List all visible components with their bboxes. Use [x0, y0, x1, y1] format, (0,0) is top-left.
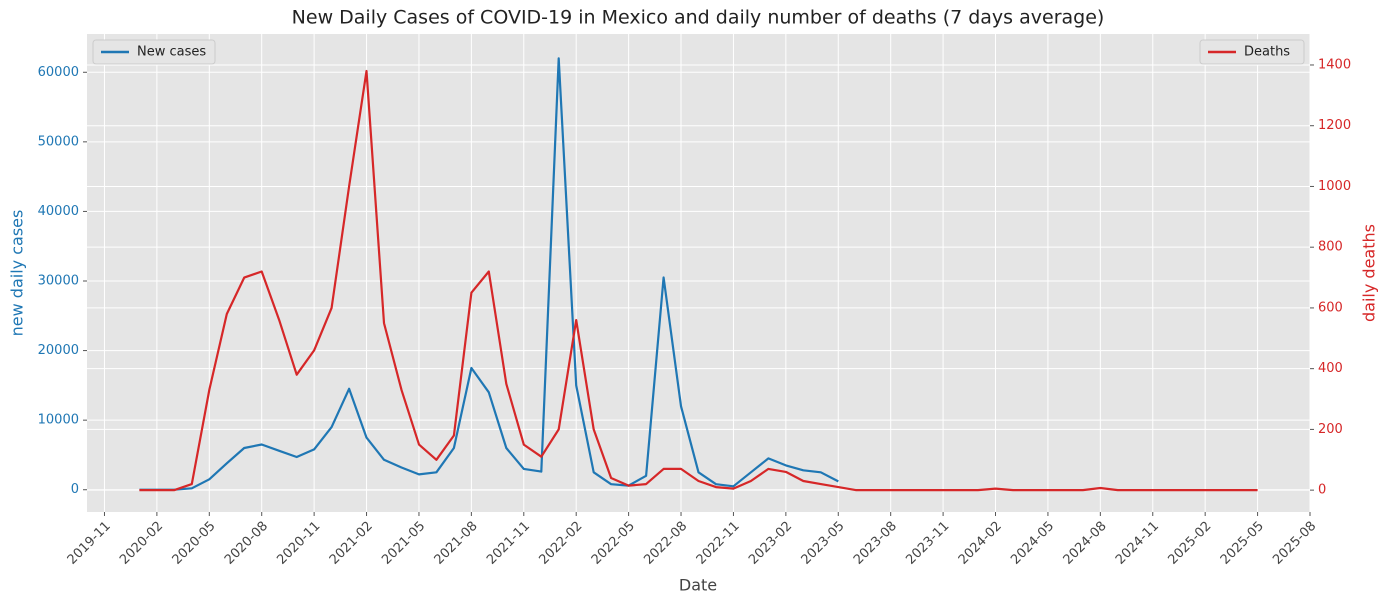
- x-tick-label: 2020-08: [222, 519, 271, 568]
- x-tick-label: 2024-05: [1008, 519, 1057, 568]
- line: [139, 69, 1258, 492]
- x-tick-label: 2021-05: [379, 519, 428, 568]
- x-tick-label: 2023-05: [799, 519, 848, 568]
- x-tick-label: 2022-08: [641, 519, 690, 568]
- plot-area: [87, 34, 1310, 512]
- x-tick-label: 2023-11: [903, 519, 952, 568]
- y-tick-label: 60000: [38, 65, 79, 80]
- x-tick-label: 2021-08: [432, 519, 481, 568]
- y2-axis-label: daily deaths: [1360, 224, 1379, 322]
- y-tick-label: 50000: [38, 134, 79, 149]
- legend-box: [1199, 39, 1305, 65]
- x-tick-label: 2020-05: [170, 519, 219, 568]
- y-tick-label: 10000: [38, 413, 79, 428]
- y2-tick-label: 400: [1318, 361, 1343, 376]
- x-tick-label: 2024-02: [956, 519, 1005, 568]
- y-tick-label: 30000: [38, 274, 79, 289]
- x-tick-label: 2022-02: [536, 519, 585, 568]
- y2-tick-label: 800: [1318, 240, 1343, 255]
- y2-tick-label: 1000: [1318, 179, 1351, 194]
- y2-tick-label: 1200: [1318, 118, 1351, 133]
- y2-tick-label: 0: [1318, 483, 1326, 498]
- legend-box: [92, 39, 216, 65]
- x-tick-label: 2023-08: [851, 519, 900, 568]
- x-tick-label: 2022-11: [694, 519, 743, 568]
- x-tick-label: 2025-02: [1165, 519, 1214, 568]
- chart-title: New Daily Cases of COVID-19 in Mexico an…: [292, 7, 1105, 29]
- x-axis-label: Date: [679, 576, 717, 595]
- x-tick-label: 2021-11: [484, 519, 533, 568]
- x-tick-label: 2020-11: [274, 519, 323, 568]
- x-tick-label: 2019-11: [65, 519, 114, 568]
- x-tick-label: 2020-02: [117, 519, 166, 568]
- x-tick-label: 2024-11: [1113, 519, 1162, 568]
- y2-tick-label: 200: [1318, 422, 1343, 437]
- y-tick-label: 20000: [38, 343, 79, 358]
- y-tick-label: 0: [71, 482, 79, 497]
- x-tick-label: 2021-02: [327, 519, 376, 568]
- y2-tick-label: 600: [1318, 300, 1343, 315]
- x-tick-label: 2023-02: [746, 519, 795, 568]
- x-tick-label: 2022-05: [589, 519, 638, 568]
- x-tick-label: 2025-05: [1218, 519, 1267, 568]
- legend-label: Deaths: [1244, 45, 1290, 60]
- y2-tick-label: 1400: [1318, 57, 1351, 72]
- line: [139, 57, 839, 491]
- y-axis-label: new daily cases: [8, 210, 27, 337]
- y-tick-label: 40000: [38, 204, 79, 219]
- x-tick-label: 2025-08: [1270, 519, 1319, 568]
- x-tick-label: 2024-08: [1061, 519, 1110, 568]
- legend-label: New cases: [137, 45, 206, 60]
